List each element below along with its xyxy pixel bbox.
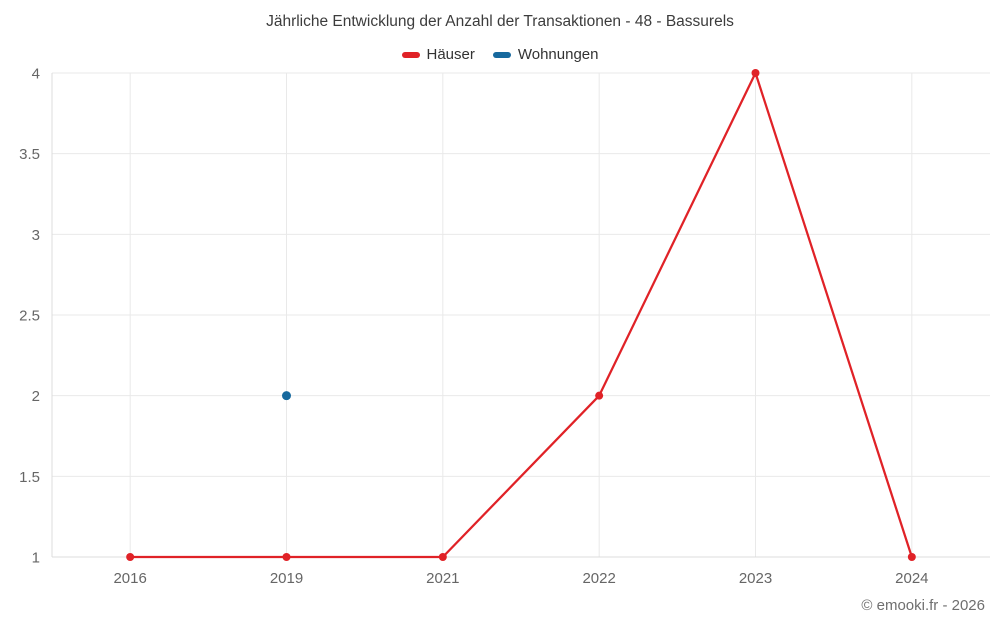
x-tick-label-2019: 2019 — [270, 570, 303, 587]
copyright-footer: © emooki.fr - 2026 — [861, 597, 985, 614]
y-tick-label: 2.5 — [19, 308, 40, 325]
legend-swatch-hauser-icon — [401, 51, 420, 58]
legend-label-hauser: Häuser — [426, 46, 475, 63]
x-tick-label-2023: 2023 — [739, 570, 772, 587]
data-point-hauser-2023[interactable] — [751, 69, 760, 77]
legend-item-wohnungen[interactable]: Wohnungen — [492, 46, 599, 63]
chart-legend: Häuser Wohnungen — [0, 46, 1000, 63]
y-tick-label: 3.5 — [19, 146, 40, 163]
chart-title: Jährliche Entwicklung der Anzahl der Tra… — [266, 13, 734, 30]
legend-label-wohnungen: Wohnungen — [517, 46, 599, 63]
y-tick-label: 2 — [32, 388, 40, 405]
data-point-hauser-2016[interactable] — [126, 553, 135, 561]
x-tick-label-2024: 2024 — [895, 570, 928, 587]
data-point-hauser-2024[interactable] — [907, 553, 916, 561]
series-line-hauser — [129, 71, 913, 559]
x-tick-label-2022: 2022 — [582, 570, 615, 587]
x-tick-label-2016: 2016 — [113, 570, 146, 587]
x-tick-label-2021: 2021 — [426, 570, 459, 587]
legend-item-hauser[interactable]: Häuser — [401, 46, 475, 63]
data-point-hauser-2021[interactable] — [438, 553, 447, 561]
data-point-hauser-2022[interactable] — [595, 391, 604, 400]
y-tick-label: 3 — [32, 227, 40, 244]
y-tick-label: 1.5 — [19, 469, 40, 486]
y-tick-label: 4 — [32, 66, 40, 83]
y-tick-label: 1 — [32, 550, 40, 567]
data-point-wohnungen-2019[interactable] — [282, 391, 291, 401]
legend-swatch-wohnungen-icon — [492, 51, 511, 58]
data-point-hauser-2019[interactable] — [282, 553, 291, 561]
